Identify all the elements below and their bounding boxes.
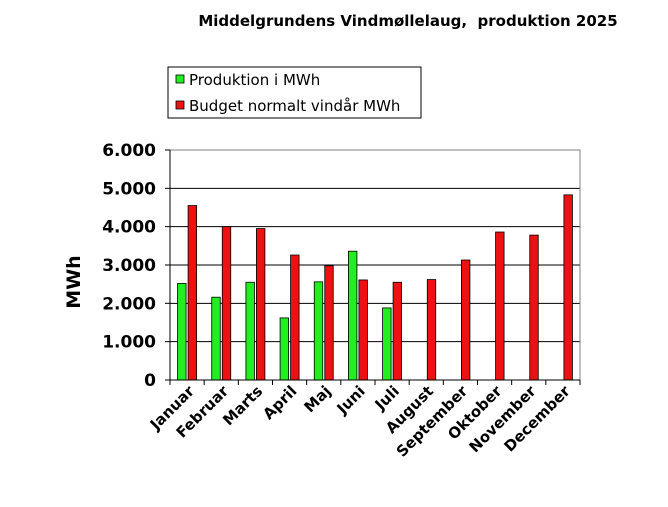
bar-production [177,282,187,381]
bar-budget [461,259,471,381]
bar-budget [563,194,573,381]
bar-budget [324,265,334,381]
legend-box [167,66,422,119]
x-tick-label: Juni [333,382,369,418]
x-tick-label: April [259,382,300,423]
legend-label-production: Produktion i MWh [189,71,320,89]
y-tick-label: 1.000 [102,333,156,353]
bar-production [348,250,358,381]
gridlines [170,187,580,343]
y-tick-label: 4.000 [102,218,156,238]
bar-production [211,296,221,381]
bar-budget [187,205,197,381]
y-tick-label: 2.000 [102,294,156,314]
legend-swatch-budget [175,100,185,110]
bar-budget [392,281,402,381]
bar-budget [256,228,266,381]
legend-label-budget: Budget normalt vindår MWh [189,97,400,115]
bar-budget [426,279,437,381]
y-tick-label: 3.000 [102,256,156,276]
legend: Produktion i MWh Budget normalt vindår M… [167,66,422,119]
y-tick-label: 0 [144,371,156,391]
bar-budget [529,234,539,381]
bar-budget [221,226,232,381]
chart-title: Middelgrundens Vindmøllelaug, produktion… [198,12,617,30]
y-ticks: 0 1.000 2.000 3.000 4.000 5.000 6.000 [102,141,170,391]
bar-budget [495,231,505,381]
y-axis-label: MWh [63,255,85,308]
y-tick-label: 6.000 [102,141,156,161]
bar-production [382,307,392,381]
bar-production [279,317,289,381]
y-tick-label: 5.000 [102,179,156,199]
bar-production [245,281,255,381]
x-tick-label: Maj [300,382,334,416]
bars [177,194,573,381]
legend-swatch-production [175,74,185,84]
bar-production [313,281,324,381]
bar-budget [358,279,368,381]
bar-budget [290,254,300,381]
